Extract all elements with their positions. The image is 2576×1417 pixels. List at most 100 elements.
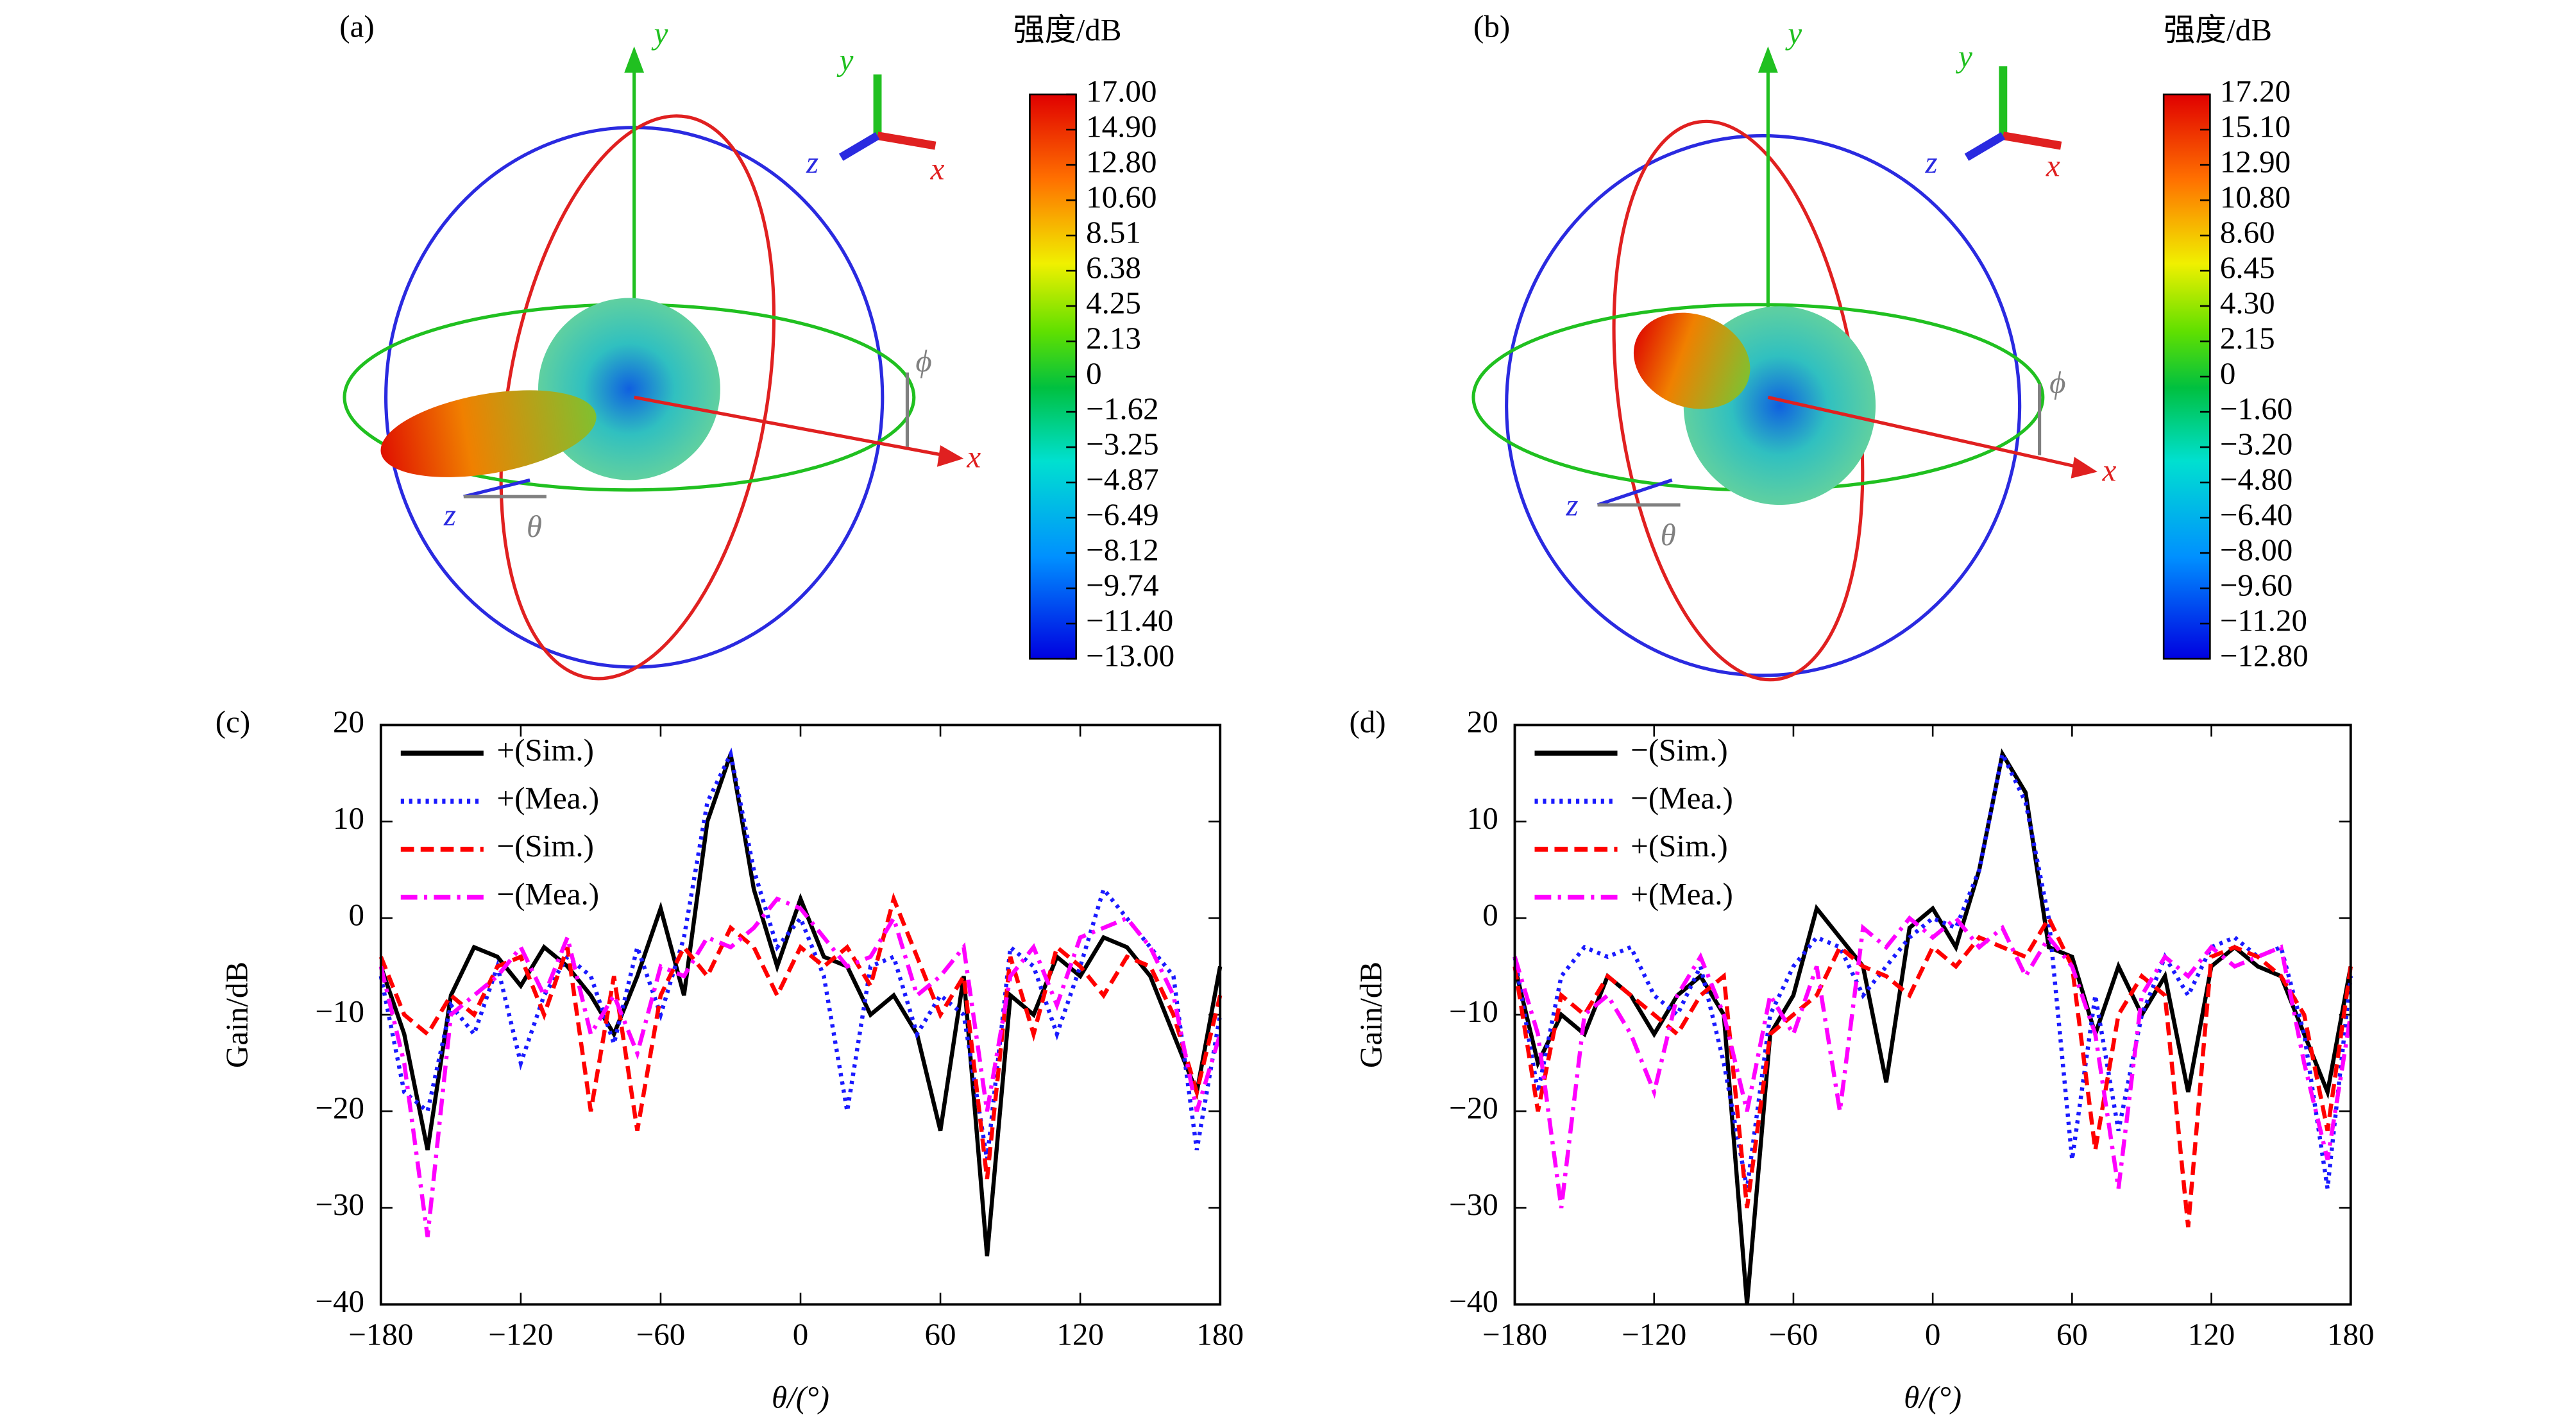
triad-label: z [1925,144,1938,180]
plot-frame [379,724,1222,1306]
colorbar-tick-label: 15.10 [2220,108,2291,144]
colorbar-tick-label: 0 [2220,355,2236,391]
colorbar-tick-label: −11.20 [2220,602,2307,638]
colorbar-tick-label: 8.60 [2220,214,2275,250]
axis-arrow [463,478,530,498]
series-line [378,747,1223,1160]
x-tick-label: 180 [2327,1316,2375,1352]
axis-label: z [1566,487,1579,522]
y-tick-label: 10 [1467,801,1498,836]
colorbar-tick-label: −8.12 [1086,532,1158,567]
axis-label: x [966,439,981,475]
colorbar-tick-label: 6.45 [2220,250,2275,285]
triad-label: z [806,144,818,180]
triad-axis [1964,132,2006,161]
colorbar-tick-label: −13.00 [1086,638,1174,673]
axis-label: y [1784,15,1802,51]
series-line [378,892,1223,1180]
legend-label: +(Sim.) [1631,828,1728,863]
legend-label: −(Sim.) [1631,732,1728,767]
colorbar-tick-label: −1.60 [2220,391,2292,426]
series-line [1513,913,2353,1228]
plot-frame [1513,724,2352,1306]
legend-label: −(Mea.) [496,876,599,912]
panel-label: (c) [216,704,250,740]
axis-label: θ [1661,517,1676,552]
axis-arrow [1597,478,1673,507]
colorbar-tick-label: 12.90 [2220,144,2291,179]
series-line [378,896,1223,1237]
colorbar-tick-label: 4.30 [2220,285,2275,320]
y-axis-label: Gain/dB [219,962,255,1068]
colorbar-tick-label: 12.80 [1086,144,1157,179]
panel-label: (a) [339,9,374,44]
y-tick-label: −10 [315,994,364,1029]
axis-arrow [634,395,944,457]
arrow-head [2071,457,2097,479]
colorbar-tick-label: 17.20 [2220,73,2291,108]
x-tick-label: 0 [1925,1316,1941,1352]
y-tick-label: 0 [1482,897,1498,933]
x-tick-label: 0 [793,1316,809,1352]
colorbar-tick-label: −9.60 [2220,567,2292,602]
x-tick-label: −60 [1769,1316,1818,1352]
colorbar-tick-label: 2.13 [1086,320,1141,355]
y-tick-label: −40 [1449,1284,1498,1319]
triad-axis [2002,132,2062,150]
arrow-head [624,46,645,73]
colorbar-tick-label: 14.90 [1086,108,1157,144]
colorbar-title: 强度/dB [2164,12,2272,47]
triad-label: x [2046,148,2060,183]
y-tick-label: −20 [315,1090,364,1126]
legend-label: −(Sim.) [496,828,594,863]
x-tick-label: −120 [1622,1316,1686,1352]
colorbar-tick-label: −6.40 [2220,496,2292,532]
axis-label: y [651,15,668,51]
legend-label: +(Mea.) [496,780,599,815]
x-axis-label: θ/(°) [772,1379,829,1414]
y-tick-label: 20 [333,704,364,740]
colorbar-tick-label: −3.25 [1086,426,1158,461]
arrow-head [936,445,964,467]
colorbar-tick-label: −4.87 [1086,461,1158,496]
colorbar-tick-label: −6.49 [1086,496,1158,532]
y-tick-label: −30 [315,1187,364,1222]
colorbar-tick-label: −11.40 [1086,602,1173,638]
series-line [1513,915,2353,1209]
colorbar-tick-label: −9.74 [1086,567,1158,602]
x-tick-label: 120 [2188,1316,2235,1352]
arrow-head [1758,46,1778,73]
pattern-lobe [538,298,720,480]
x-tick-label: −60 [636,1316,686,1352]
main-lobe [1633,312,1750,409]
axis-label: x [2102,452,2117,488]
y-tick-label: 10 [333,801,364,836]
triad-axis [876,132,936,150]
colorbar-tick-label: −4.80 [2220,461,2292,496]
colorbar-tick-label: 0 [1086,355,1102,391]
triad-label: y [836,42,854,77]
axis-label: ϕ [915,343,931,378]
colorbar-tick-label: 4.25 [1086,285,1141,320]
y-tick-label: −40 [315,1284,364,1319]
x-tick-label: −180 [1482,1316,1547,1352]
y-axis-label: Gain/dB [1353,962,1388,1068]
x-tick-label: 60 [925,1316,956,1352]
triad-label: y [1955,38,1972,74]
axis-arrow [1767,395,2078,469]
series-line [378,753,1223,1257]
x-tick-label: 60 [2056,1316,2088,1352]
colorbar-tick-label: −3.20 [2220,426,2292,461]
colorbar-tick-label: 2.15 [2220,320,2275,355]
pattern-panel: (a) y x z θ ϕ y x z 强度/dB 17.0014.9012.8… [339,9,1174,681]
main-lobe [380,390,597,477]
colorbar-tick-label: −8.00 [2220,532,2292,567]
colorbar-tick-label: 10.60 [1086,179,1157,214]
sphere-ring [1505,134,2022,677]
y-tick-label: −30 [1449,1187,1498,1222]
axis-label: θ [527,509,542,544]
legend-label: +(Mea.) [1631,876,1733,912]
colorbar-tick-label: 8.51 [1086,214,1141,250]
colorbar-tick-label: 10.80 [2220,179,2291,214]
